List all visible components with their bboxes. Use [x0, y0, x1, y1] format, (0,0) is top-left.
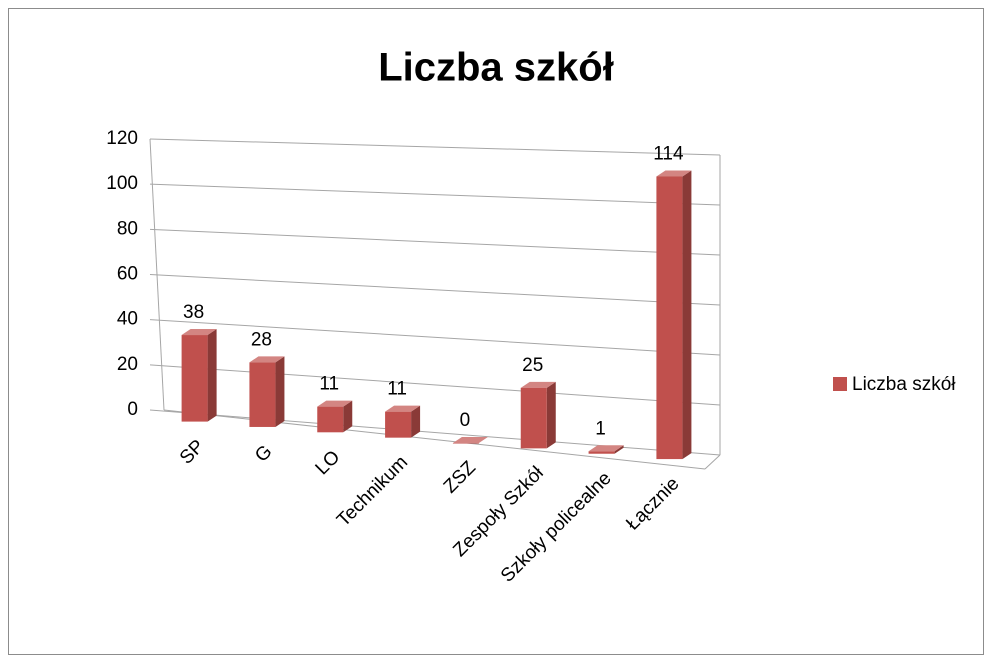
y-tick-label: 20	[117, 354, 138, 375]
bar-top	[317, 400, 353, 407]
grid-line	[149, 228, 721, 256]
data-label: 0	[460, 410, 471, 431]
bar	[181, 329, 217, 422]
data-label: 25	[522, 355, 543, 376]
bar-side	[207, 329, 217, 422]
bar-top	[249, 356, 285, 363]
bar-front	[656, 176, 683, 460]
bar-front	[520, 387, 547, 449]
chart-title: Liczba szkół	[378, 46, 614, 90]
bar-top	[520, 381, 556, 388]
bar-side	[546, 381, 556, 449]
bar-front	[385, 411, 412, 438]
bar-front	[452, 443, 479, 444]
chart-border	[8, 8, 984, 655]
data-label: 38	[183, 302, 204, 323]
y-tick-label: 60	[117, 264, 138, 285]
bar-top	[181, 329, 217, 336]
bar-side	[682, 170, 692, 460]
bar	[385, 405, 421, 438]
bar-side	[343, 400, 353, 433]
bar-top	[385, 405, 421, 412]
bar-side	[614, 445, 624, 454]
data-label: 11	[387, 379, 407, 400]
y-tick-label: 100	[106, 173, 138, 194]
bar-top	[588, 445, 624, 452]
bar	[249, 356, 285, 427]
legend-swatch	[833, 377, 847, 391]
y-tick-label: 0	[127, 399, 138, 420]
bar	[656, 170, 692, 460]
bar-side	[275, 356, 285, 427]
y-tick-label: 40	[117, 309, 138, 330]
grid-line	[149, 183, 721, 206]
legend-label: Liczba szkół	[852, 374, 956, 395]
data-label: 114	[653, 143, 684, 164]
data-label: 11	[319, 374, 339, 395]
bar	[452, 437, 488, 444]
data-label: 28	[251, 329, 272, 350]
bar-front	[317, 406, 344, 433]
bar-front	[588, 451, 615, 454]
bar-top	[656, 170, 692, 177]
data-label: 1	[595, 418, 606, 439]
y-tick-label: 120	[106, 128, 138, 149]
bar-side	[411, 405, 421, 438]
bar-front	[181, 335, 208, 422]
y-tick-label: 80	[117, 218, 138, 239]
bar-top	[452, 437, 488, 444]
floor-edge	[704, 454, 721, 470]
bar-front	[249, 362, 276, 427]
grid-line	[149, 364, 721, 406]
bar	[588, 445, 624, 454]
bar	[317, 400, 353, 433]
bar	[520, 381, 556, 449]
grid-line	[149, 319, 721, 356]
grid-line	[149, 274, 721, 306]
grid-line	[149, 138, 721, 156]
grid-line	[149, 409, 721, 456]
